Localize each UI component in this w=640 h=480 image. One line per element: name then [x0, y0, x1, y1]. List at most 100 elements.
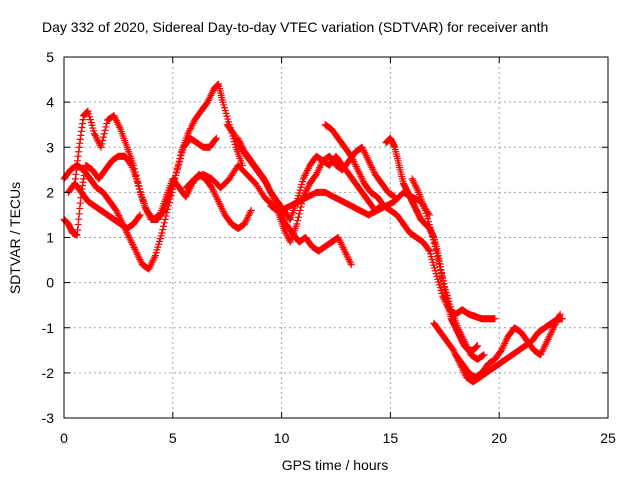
data-point	[184, 188, 192, 196]
data-point	[350, 159, 358, 167]
series-track-10	[382, 134, 481, 354]
data-point	[296, 206, 304, 214]
data-point	[360, 147, 368, 155]
data-point	[207, 91, 215, 99]
data-point	[548, 327, 556, 335]
data-point	[189, 120, 197, 128]
data-point	[352, 162, 360, 170]
data-point	[370, 167, 378, 175]
data-point	[243, 215, 251, 223]
data-point	[211, 191, 219, 199]
data-point	[208, 90, 216, 98]
data-point	[546, 331, 554, 339]
data-point	[335, 235, 343, 243]
x-tick-label: 5	[169, 430, 177, 446]
data-point	[242, 217, 250, 225]
data-point	[209, 186, 217, 194]
data-point	[339, 244, 347, 252]
series-track-13	[408, 175, 488, 363]
data-point	[213, 194, 221, 202]
x-tick-label: 15	[383, 430, 399, 446]
data-point	[455, 327, 463, 335]
data-point	[100, 130, 108, 138]
data-point	[538, 347, 546, 355]
data-point	[131, 245, 139, 253]
data-point	[456, 329, 464, 337]
data-point	[129, 240, 137, 248]
data-point	[115, 212, 123, 220]
data-point	[391, 193, 399, 201]
data-point	[365, 158, 373, 166]
data-point	[500, 341, 508, 349]
data-point	[356, 171, 364, 179]
data-point	[210, 189, 218, 197]
data-point	[112, 115, 120, 123]
data-point	[134, 252, 142, 260]
data-point	[282, 230, 290, 238]
data-point	[93, 135, 101, 143]
data-point	[437, 266, 445, 274]
data-point	[294, 217, 302, 225]
data-point	[340, 245, 348, 253]
data-point	[186, 125, 194, 133]
data-point	[263, 182, 271, 190]
data-point	[128, 239, 136, 247]
data-point	[184, 130, 192, 138]
data-point	[237, 141, 245, 149]
data-point	[280, 224, 288, 232]
data-point	[430, 239, 438, 247]
data-point	[238, 143, 246, 151]
data-point	[431, 243, 439, 251]
data-point	[347, 261, 355, 269]
data-point	[460, 337, 468, 345]
data-point	[147, 260, 155, 268]
data-point	[114, 120, 122, 128]
data-point	[97, 143, 105, 151]
data-point	[304, 183, 312, 191]
data-point	[556, 310, 564, 318]
data-point	[187, 123, 195, 131]
data-point	[231, 131, 239, 139]
data-point	[539, 346, 547, 354]
data-point	[132, 171, 140, 179]
data-point	[301, 190, 309, 198]
data-point	[537, 349, 545, 357]
data-point	[363, 153, 371, 161]
data-point	[148, 258, 156, 266]
data-point	[357, 173, 365, 181]
data-point	[236, 138, 244, 146]
data-point	[264, 183, 272, 191]
data-point	[440, 280, 448, 288]
data-point	[429, 232, 437, 240]
data-point	[317, 160, 325, 168]
data-point	[219, 208, 227, 216]
y-tick-label: -3	[42, 410, 55, 426]
data-point	[217, 202, 225, 210]
data-point	[206, 93, 214, 101]
data-point	[214, 197, 222, 205]
data-point	[355, 168, 363, 176]
data-point	[126, 235, 134, 243]
data-point	[355, 169, 363, 177]
data-point	[316, 162, 324, 170]
data-point	[409, 177, 417, 185]
data-point	[219, 206, 227, 214]
data-point	[130, 165, 138, 173]
data-point	[350, 157, 358, 165]
data-point	[353, 164, 361, 172]
data-point	[127, 237, 135, 245]
data-point	[459, 334, 467, 342]
data-point	[246, 208, 254, 216]
data-point	[342, 249, 350, 257]
series-track-2	[60, 134, 220, 239]
data-point	[314, 167, 322, 175]
data-point	[348, 154, 356, 162]
y-tick-label: 2	[46, 184, 54, 200]
x-tick-label: 10	[274, 430, 290, 446]
data-point	[344, 254, 352, 262]
data-point	[133, 175, 141, 183]
data-point	[461, 339, 469, 347]
data-point	[464, 346, 472, 354]
data-point	[91, 131, 99, 139]
data-point	[150, 255, 158, 263]
